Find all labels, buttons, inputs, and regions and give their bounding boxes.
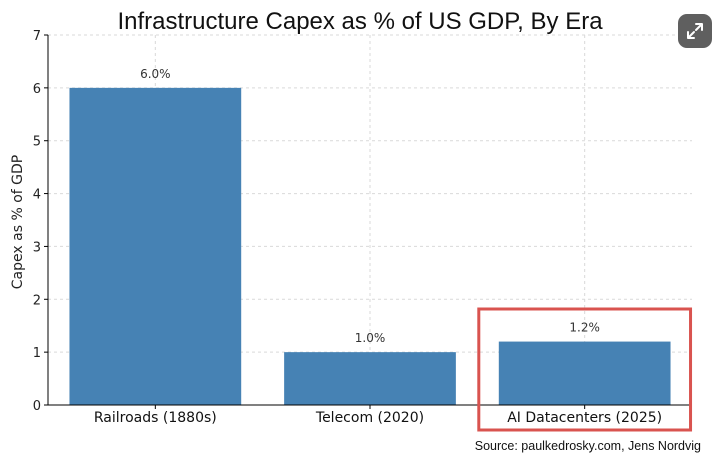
- data-label-1: 1.0%: [355, 331, 386, 345]
- labels-group: 6.0% 1.0% 1.2%: [140, 67, 693, 432]
- y-tick-label: 3: [33, 240, 41, 255]
- y-axis-label: Capex as % of GDP: [10, 154, 26, 290]
- chart-title: Infrastructure Capex as % of US GDP, By …: [117, 8, 603, 35]
- y-tick-label: 5: [33, 135, 41, 150]
- y-tick-label: 6: [33, 82, 41, 97]
- bars-group: [69, 87, 671, 405]
- bar-1: [284, 352, 456, 405]
- data-label-0: 6.0%: [140, 67, 171, 81]
- x-tick-label: AI Datacenters (2025): [507, 410, 662, 426]
- bar-0: [69, 87, 242, 405]
- x-tick-label: Telecom (2020): [315, 410, 424, 426]
- axes-group: 0 1 2 3 4 5 6 7 Railroads (1880s) Telecom (2020) A…: [33, 29, 692, 426]
- expand-arrows-icon: [687, 23, 703, 39]
- y-tick-label: 4: [33, 188, 41, 203]
- expand-button[interactable]: [678, 14, 712, 48]
- x-tick-label: Railroads (1880s): [94, 410, 217, 426]
- y-tick-label: 1: [33, 346, 41, 361]
- bar-2: [498, 341, 671, 405]
- y-tick-label: 0: [33, 399, 41, 414]
- y-tick-label: 7: [33, 29, 41, 44]
- data-label-2: 1.2%: [569, 321, 600, 335]
- source-note: Source: paulkedrosky.com, Jens Nordvig: [474, 439, 701, 453]
- highlight-box: [477, 307, 693, 432]
- y-tick-label: 2: [33, 293, 41, 308]
